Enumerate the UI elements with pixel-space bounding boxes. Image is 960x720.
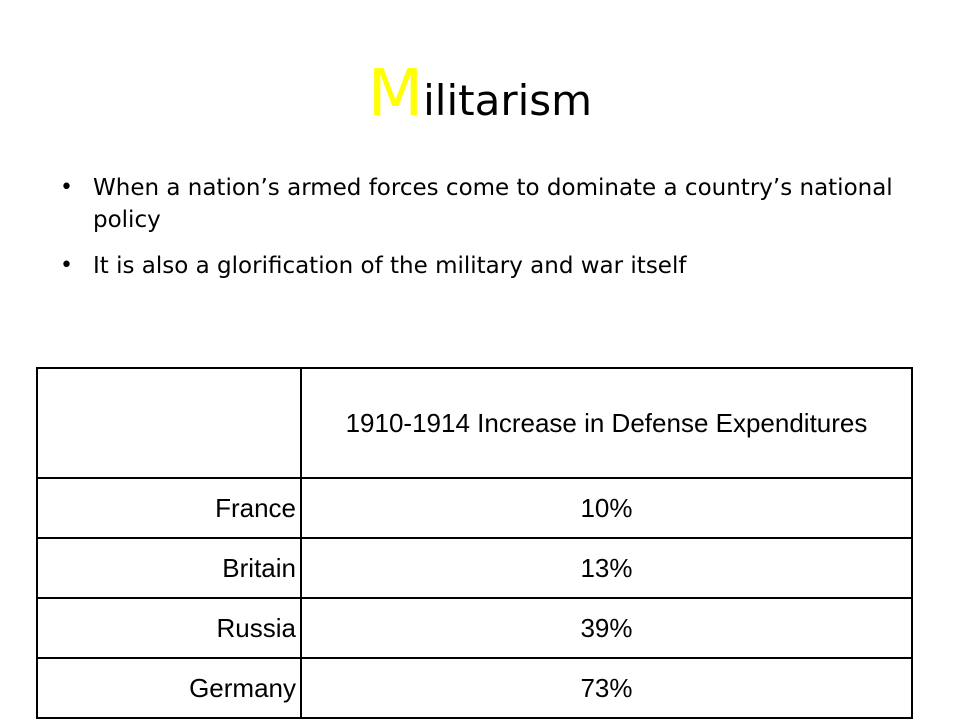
increase-cell: 13% [300, 537, 913, 599]
increase-cell: 73% [300, 657, 913, 719]
country-cell: Britain [36, 537, 302, 599]
slide-title: Militarism [0, 62, 960, 126]
table-corner-cell [36, 367, 302, 479]
bullet-item: • It is also a glorification of the mili… [58, 250, 898, 282]
bullet-item: • When a nation’s armed forces come to d… [58, 172, 898, 236]
increase-cell: 39% [300, 597, 913, 659]
bullet-list: • When a nation’s armed forces come to d… [58, 172, 898, 296]
country-cell: France [36, 477, 302, 539]
table-row: Russia 39% [36, 597, 913, 659]
title-rest: ilitarism [423, 76, 593, 125]
country-cell: Russia [36, 597, 302, 659]
table-row: Britain 13% [36, 537, 913, 599]
country-cell: Germany [36, 657, 302, 719]
title-initial-letter: M [367, 57, 424, 131]
increase-cell: 10% [300, 477, 913, 539]
bullet-dot-icon: • [60, 175, 73, 200]
table-row: France 10% [36, 477, 913, 539]
defense-expenditure-table: 1910-1914 Increase in Defense Expenditur… [36, 367, 913, 719]
bullet-dot-icon: • [60, 253, 73, 278]
table-header-cell: 1910-1914 Increase in Defense Expenditur… [300, 367, 913, 479]
bullet-text: When a nation’s armed forces come to dom… [93, 175, 893, 233]
table-header-row: 1910-1914 Increase in Defense Expenditur… [36, 367, 913, 479]
table-row: Germany 73% [36, 657, 913, 719]
bullet-text: It is also a glorification of the milita… [93, 253, 687, 279]
